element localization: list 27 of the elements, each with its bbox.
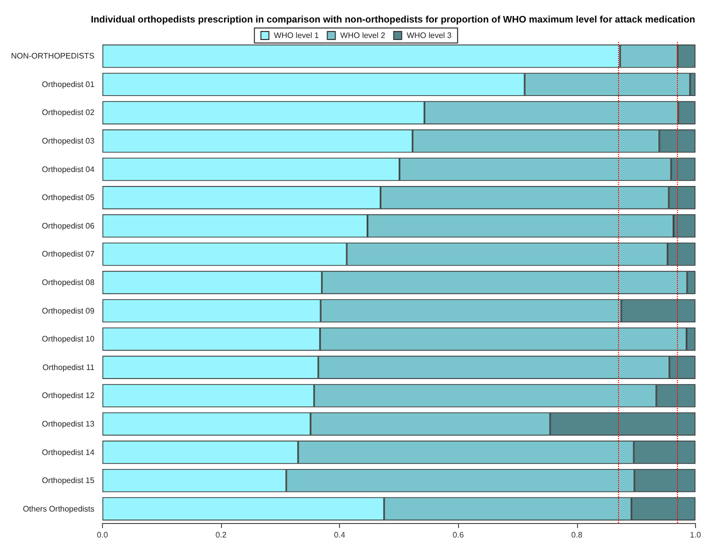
y-tick-label: Orthopedist 07	[42, 250, 95, 259]
y-tick-label: Orthopedist 09	[42, 306, 95, 316]
x-tick-label: 0.0	[96, 530, 109, 540]
x-tick-label: 0.2	[215, 530, 228, 540]
y-tick-label: Orthopedist 10	[42, 334, 95, 344]
y-tick-label: Orthopedist 11	[42, 362, 95, 372]
x-tick-label: 0.4	[334, 530, 346, 540]
x-tick-label: 1.0	[690, 530, 702, 540]
y-tick-label: Orthopedist 15	[42, 476, 95, 486]
legend-label: WHO level 1	[274, 31, 320, 40]
y-tick-label: Orthopedist 06	[42, 221, 95, 230]
y-tick-label: Orthopedist 08	[42, 278, 95, 287]
y-tick-label: Orthopedist 05	[42, 193, 95, 202]
y-tick-label: Orthopedist 02	[42, 108, 95, 118]
y-tick-label: NON-ORTHOPEDISTS	[10, 52, 94, 61]
legend-label: WHO level 3	[406, 31, 452, 40]
y-tick-label: Orthopedist 12	[42, 391, 95, 400]
x-tick-label: 0.6	[452, 530, 464, 540]
y-tick-label: Orthopedist 03	[42, 136, 95, 146]
chart-title: Individual orthopedists prescription in comparison with non-orthopedists for proportion of WHO maximum level for attack medication	[90, 14, 696, 26]
y-tick-label: Orthopedist 01	[42, 80, 95, 89]
legend-label: WHO level 2	[340, 31, 386, 40]
y-tick-label: Orthopedist 14	[42, 448, 95, 457]
y-tick-label: Orthopedist 04	[42, 164, 95, 174]
y-tick-label: Others Orthopedists	[22, 504, 94, 514]
y-tick-label: Orthopedist 13	[42, 419, 95, 428]
x-tick-label: 0.8	[571, 530, 583, 540]
